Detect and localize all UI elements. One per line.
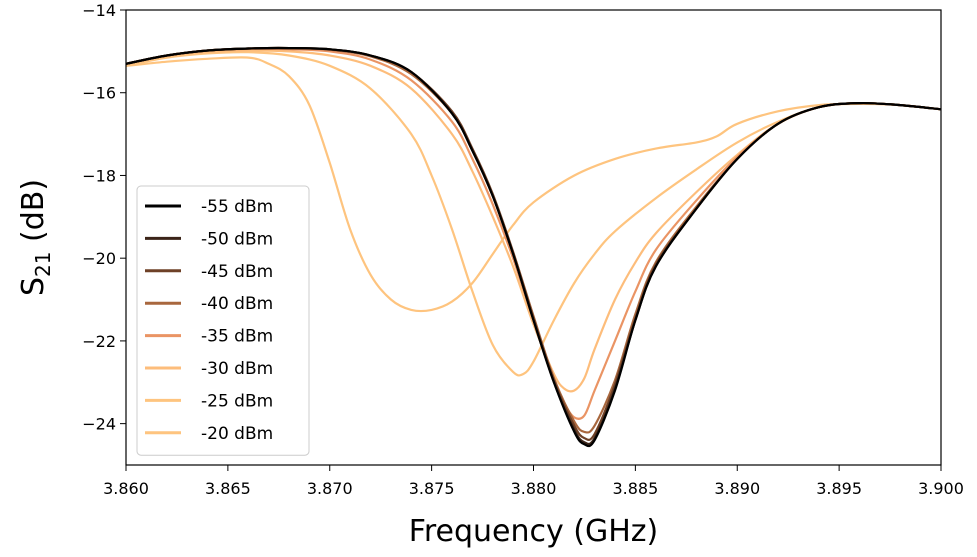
y-tick-label: −22 <box>82 332 116 351</box>
legend-box <box>136 185 310 456</box>
plot-frame <box>125 9 942 466</box>
x-axis-label: Frequency (GHz) <box>409 514 658 549</box>
y-axis-label-unit: (dB) <box>16 179 51 252</box>
legend-entry: -55 dBm <box>201 197 273 217</box>
legend-entry: -45 dBm <box>201 262 273 282</box>
tick-layer: 3.860 3.865 3.870 3.875 3.880 3.885 3.890 3.895… <box>82 1 964 498</box>
y-axis-label-sub: 21 <box>31 252 55 277</box>
legend-entry: -20 dBm <box>201 424 273 444</box>
legend-entry: -30 dBm <box>201 359 273 379</box>
x-tick-label: 3.890 <box>714 479 760 498</box>
y-axis-label: S21 (dB) <box>16 179 55 296</box>
y-axis-label-base: S <box>16 277 51 296</box>
y-tick-label: −14 <box>82 1 116 20</box>
x-tick-label: 3.865 <box>205 479 251 498</box>
x-tick-label: 3.885 <box>612 479 658 498</box>
x-tick-label: 3.895 <box>816 479 862 498</box>
x-tick-label: 3.900 <box>918 479 964 498</box>
series-line <box>126 46 941 448</box>
y-tick-label: −16 <box>82 84 116 103</box>
x-tick-label: 3.880 <box>511 479 557 498</box>
legend: -55 dBm -50 dBm -45 dBm -40 dBm -35 dBm -30 d… <box>136 185 310 456</box>
legend-entry: -40 dBm <box>201 294 273 314</box>
series-layer <box>126 46 941 448</box>
legend-entry: -50 dBm <box>201 229 273 249</box>
x-tick-label: 3.870 <box>307 479 353 498</box>
series-line <box>126 50 941 377</box>
x-tick-label: 3.860 <box>103 479 149 498</box>
y-tick-label: −20 <box>82 249 116 268</box>
series-line <box>126 56 941 313</box>
legend-entry: -35 dBm <box>201 327 273 347</box>
y-tick-label: −24 <box>82 415 116 434</box>
legend-entry: -25 dBm <box>201 391 273 411</box>
y-tick-label: −18 <box>82 166 116 185</box>
x-tick-label: 3.875 <box>409 479 455 498</box>
